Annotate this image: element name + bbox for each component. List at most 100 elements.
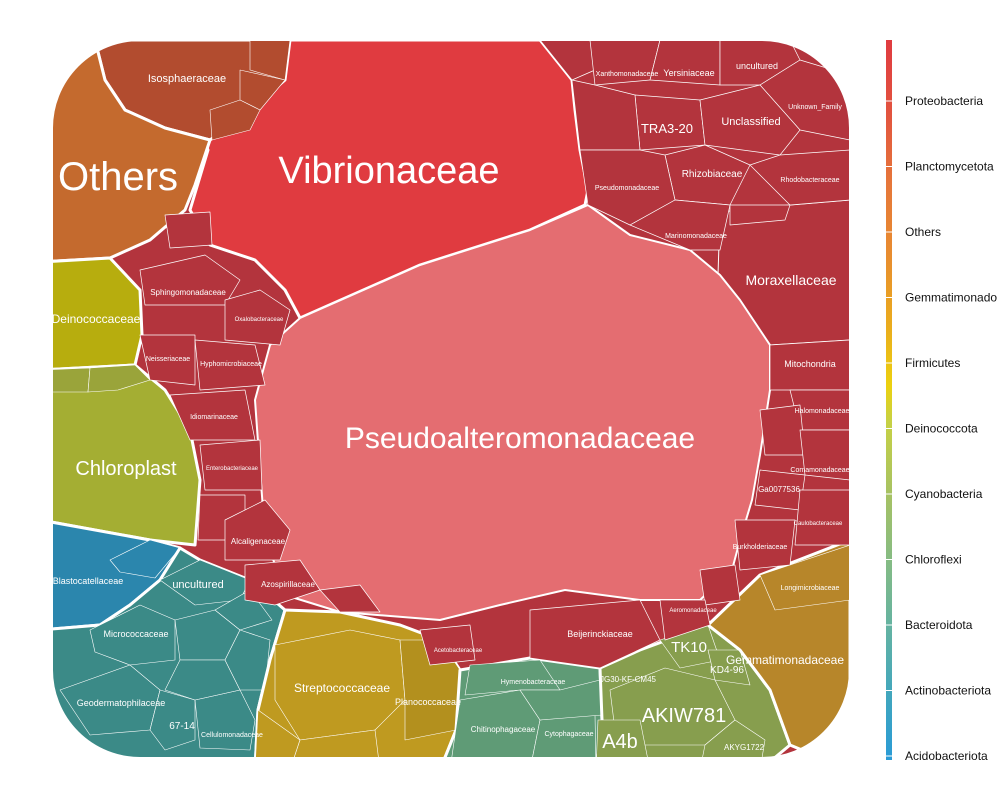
label-geodermatophilaceae: Geodermatophilaceae	[77, 698, 166, 708]
label-comamonadaceae: Comamonadaceae	[790, 467, 849, 474]
cell-idiomarinaceae	[169, 389, 256, 441]
legend-color-bar	[886, 40, 892, 760]
cell-longimicrobiaceae	[759, 544, 850, 611]
label-caulobacteraceae: Caulobacteraceae	[794, 521, 843, 527]
label-uncultured-proteo: uncultured	[736, 61, 778, 71]
legend-item: Planctomycetota	[905, 160, 994, 174]
cell-marinomonadaceae	[629, 199, 731, 251]
cell-acetobacteraceae	[419, 624, 476, 666]
label-pseudomonadaceae: Pseudomonadaceae	[595, 185, 659, 192]
label-chitinophagaceae: Chitinophagaceae	[471, 725, 536, 734]
label-streptococcaceae: Streptococcaceae	[294, 681, 390, 695]
cell-streptococcaceae	[274, 629, 406, 741]
legend-item: Cyanobacteria	[905, 487, 983, 501]
cell-tiny-tr	[729, 204, 791, 226]
label-idiomarinaceae: Idiomarinaceae	[190, 414, 238, 421]
label-ga0077536: Ga0077536	[758, 485, 800, 494]
label-akiw781: AKIW781	[642, 705, 726, 727]
cell-bact-small-a	[519, 679, 603, 721]
legend-item: Deinococcota	[905, 422, 978, 436]
label-mitochondria: Mitochondria	[784, 359, 836, 369]
label-xanthomonadaceae: Xanthomonadaceae	[596, 71, 659, 78]
label-azospirillaceae: Azospirillaceae	[261, 580, 315, 589]
cell-mitochondria	[769, 339, 850, 391]
voronoi-treemap: Pseudoalteromonadaceae Vibrionaceae Othe…	[51, 39, 851, 759]
label-gemmatimonadaceae: Gemmatimonadaceae	[726, 653, 844, 667]
cell-kd4-96	[707, 649, 751, 686]
cell-acido-small-1	[109, 539, 181, 579]
cell-methylobacteriaceae	[319, 584, 381, 613]
cell-oxalobacteraceae	[224, 289, 291, 346]
legend-item: Bacteroidota	[905, 618, 973, 632]
label-halomonadaceae: Halomonadaceae	[795, 408, 850, 415]
label-cytophagaceae: Cytophagaceae	[544, 731, 593, 738]
cell-enterobacteriaceae	[199, 439, 263, 491]
cell-unclassified	[699, 84, 801, 156]
cell-sphingomonadaceae	[139, 254, 241, 306]
cell-alcaligenaceae	[224, 499, 291, 561]
cell-neisseriaceae	[139, 334, 196, 386]
cell-actino-small-d	[214, 589, 273, 631]
label-aeromonadaceae: Aeromonadaceae	[669, 608, 717, 614]
label-sphingomonadaceae: Sphingomonadaceae	[150, 288, 226, 297]
cell-beijerinckiaceae	[529, 599, 661, 669]
label-oxalobacteraceae: Oxalobacteraceae	[235, 317, 284, 323]
legend-item: Gemmatimonado	[905, 291, 997, 305]
label-others: Others	[58, 155, 178, 199]
cell-actino-small-b	[164, 659, 241, 701]
cell-67-14	[149, 689, 196, 751]
label-moraxellaceae: Moraxellaceae	[745, 272, 836, 288]
label-rhodobacteraceae: Rhodobacteraceae	[780, 177, 839, 184]
label-pseudoalteromonadaceae: Pseudoalteromonadaceae	[345, 422, 695, 455]
label-burkholderiaceae: Burkholderiaceae	[733, 544, 788, 551]
cell-comamonadaceae	[799, 429, 850, 481]
label-akyg1722: AKYG1722	[724, 743, 765, 752]
label-unknown-family: Unknown_Family	[788, 104, 842, 111]
cell-caulobacteraceae	[794, 489, 850, 546]
label-planococcaceae: Planococcaceae	[395, 697, 461, 707]
label-chloroplast: Chloroplast	[75, 458, 177, 480]
cell-firm-small-b	[289, 729, 381, 758]
cell-firm-small-a	[254, 709, 301, 758]
cell-cyano-small-1	[52, 367, 91, 393]
label-vibrionaceae: Vibrionaceae	[278, 150, 499, 192]
cell-rhodobacteraceae	[749, 149, 850, 206]
label-micrococcaceae: Micrococcaceae	[103, 629, 168, 639]
cell-cyano-small-2	[87, 364, 151, 393]
label-67-14: 67-14	[169, 721, 195, 732]
cell-hyphomicrobiaceae	[194, 339, 266, 391]
label-isosphaeraceae: Isosphaeraceae	[148, 73, 226, 85]
label-uncultured-actino: uncultured	[172, 579, 223, 591]
label-kd4-96: KD4-96	[710, 665, 744, 676]
label-neisseriaceae: Neisseriaceae	[146, 356, 190, 363]
label-unclassified: Unclassified	[721, 116, 780, 128]
label-acetobacteraceae: Acetobacteraceae	[434, 648, 483, 654]
cell-sneathiellaceae	[571, 79, 641, 151]
label-hyphomicrobiaceae: Hyphomicrobiaceae	[200, 361, 262, 368]
legend: Proteobacteria Planctomycetota Others Gemma…	[886, 40, 997, 763]
label-rhizobiaceae: Rhizobiaceae	[682, 169, 743, 180]
legend-item: Chloroflexi	[905, 553, 962, 567]
label-beijerinckiaceae: Beijerinckiaceae	[567, 629, 633, 639]
label-alcaligenaceae: Alcaligenaceae	[231, 537, 286, 546]
cell-vibrinaceae	[699, 564, 741, 606]
label-longimicrobiaceae: Longimicrobiaceae	[781, 585, 840, 592]
label-enterobacteriaceae: Enterobacteriaceae	[206, 466, 259, 472]
label-yersiniaceae: Yersiniaceae	[663, 68, 714, 78]
cell-plancto-small-3	[209, 99, 261, 141]
label-tra3-20: TRA3-20	[641, 121, 693, 136]
label-a4b: A4b	[602, 731, 638, 753]
legend-item: Proteobacteria	[905, 94, 983, 108]
cell-cytophagaceae	[529, 714, 597, 758]
label-deinococcaceae: Deinococcaceae	[52, 312, 141, 326]
label-jg30: JG30-KF-CM45	[600, 675, 657, 684]
label-hymenobacteraceae: Hymenobacteraceae	[501, 679, 566, 686]
legend-item: Actinobacteriota	[905, 684, 991, 698]
label-tk10: TK10	[671, 639, 707, 656]
cell-xanthomonadaceae	[589, 40, 661, 86]
label-blastocatellaceae: Blastocatellaceae	[53, 576, 124, 586]
legend-item: Others	[905, 225, 941, 239]
cell-aeromonadaceae	[659, 599, 711, 641]
cell-burkholderiaceae	[734, 519, 796, 571]
cell-yersiniaceae	[649, 40, 721, 86]
